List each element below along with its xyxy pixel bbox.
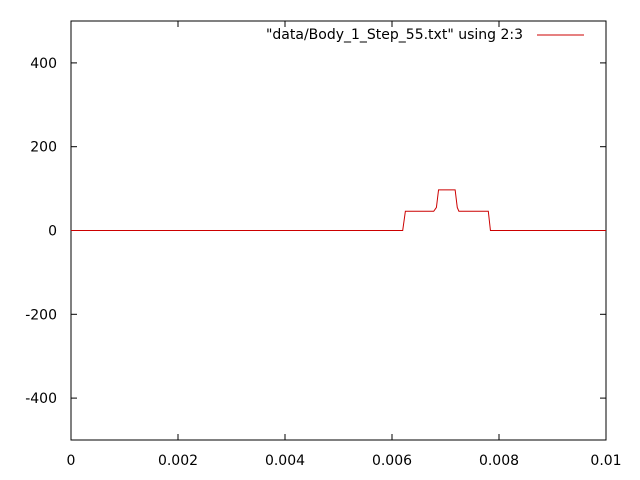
legend: "data/Body_1_Step_55.txt" using 2:3 (266, 27, 584, 43)
y-tick-label: 200 (30, 140, 57, 156)
x-tick-label: 0 (67, 453, 76, 469)
x-tick-label: 0.006 (372, 453, 412, 469)
x-tick-label: 0.004 (265, 453, 305, 469)
y-tick-label: -200 (25, 307, 57, 323)
y-tick-label: -400 (25, 391, 57, 407)
y-tick-label: 0 (48, 224, 57, 240)
x-tick-label: 0.002 (158, 453, 198, 469)
y-axis-ticks: -400 -200 0 200 400 (25, 56, 606, 407)
x-axis-ticks: 0 0.002 0.004 0.006 0.008 0.01 (67, 21, 622, 469)
y-tick-label: 400 (30, 56, 57, 72)
x-tick-label: 0.008 (479, 453, 519, 469)
legend-label: "data/Body_1_Step_55.txt" using 2:3 (266, 27, 523, 43)
series-layer (71, 189, 606, 231)
series-line (71, 189, 606, 231)
x-tick-label: 0.01 (590, 453, 621, 469)
